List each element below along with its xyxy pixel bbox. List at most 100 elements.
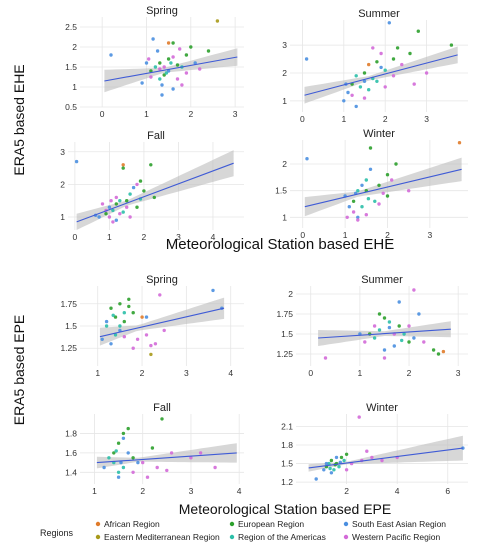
legend-swatch — [95, 534, 101, 540]
data-point — [121, 166, 125, 170]
data-point — [198, 451, 203, 455]
data-point — [111, 313, 115, 317]
data-point — [329, 458, 334, 463]
data-point — [379, 51, 383, 56]
data-point — [144, 315, 149, 319]
data-point — [395, 46, 400, 50]
data-point — [354, 104, 358, 109]
y-tick-label: 1.4 — [65, 467, 77, 477]
data-point — [116, 475, 121, 479]
x-tick-label: 1 — [144, 109, 149, 119]
data-point — [304, 57, 309, 61]
x-tick-label: 0 — [308, 368, 313, 378]
legend-item: South East Asian Region — [343, 519, 446, 529]
legend-item: Region of the Americas — [229, 532, 326, 542]
data-point — [211, 288, 215, 293]
y-tick-label: 1.5 — [275, 186, 287, 196]
data-point — [158, 61, 162, 65]
legend-label: European Region — [238, 519, 304, 529]
data-point — [116, 441, 121, 445]
x-tick-label: 2 — [140, 486, 145, 496]
data-point — [149, 163, 153, 167]
data-point — [391, 57, 396, 61]
panel-ehe-spring: Spring 0 1 2 3 0.5 1 1.5 2 2.5 — [65, 5, 244, 119]
data-point — [368, 146, 373, 150]
data-point — [431, 348, 436, 352]
data-point — [127, 297, 131, 301]
y-tick-label: 1.5 — [281, 329, 293, 339]
y-tick-label: 1.5 — [65, 321, 77, 331]
x-tick-label: 3 — [189, 486, 194, 496]
data-point — [128, 215, 132, 219]
y-tick-label: 2.5 — [65, 22, 77, 32]
data-point — [385, 194, 390, 198]
data-point — [324, 461, 329, 466]
data-point — [149, 69, 153, 73]
y-tick-label: 1.75 — [276, 309, 293, 319]
data-point — [131, 185, 136, 190]
data-point — [158, 77, 162, 81]
y-tick-label: 1.8 — [281, 440, 293, 450]
data-point — [449, 43, 454, 47]
regression-line — [99, 307, 225, 338]
y-tick-label: 3 — [282, 40, 287, 50]
data-point — [327, 461, 331, 466]
data-point — [104, 319, 109, 324]
data-point — [364, 178, 368, 182]
data-point — [171, 55, 175, 59]
data-point — [102, 465, 106, 470]
data-point — [140, 81, 144, 85]
x-tick-label: 1 — [92, 486, 97, 496]
data-point — [118, 324, 122, 328]
data-point — [166, 57, 171, 61]
y-tick-label: 1.2 — [281, 477, 293, 487]
data-point — [345, 215, 349, 219]
confidence-band — [104, 48, 238, 93]
data-point — [121, 465, 126, 470]
x-tick-label: 1 — [341, 114, 346, 124]
panel-epe-fall: Fall 1 2 3 4 1.4 1.6 1.8 — [65, 402, 244, 496]
data-point — [121, 436, 126, 440]
data-point — [160, 417, 164, 421]
panel-epe-summer: Summer 0 1 2 3 1.25 1.5 1.75 2 — [276, 274, 468, 378]
panel-title: Spring — [146, 5, 178, 17]
data-point — [350, 93, 354, 98]
data-point — [412, 288, 416, 292]
data-point — [121, 431, 126, 436]
x-tick-label: 4 — [237, 486, 242, 496]
data-point — [131, 456, 135, 460]
data-point — [424, 71, 429, 75]
data-point — [131, 311, 135, 315]
data-point — [160, 83, 164, 87]
data-point — [151, 37, 155, 41]
data-point — [332, 468, 336, 472]
data-point — [150, 446, 155, 450]
data-point — [351, 210, 356, 214]
y-tick-label: 1.75 — [60, 299, 77, 309]
legend-swatch — [229, 521, 235, 527]
data-point — [107, 456, 111, 460]
data-point — [138, 179, 143, 183]
data-point — [382, 356, 387, 360]
legend-label: Eastern Mediterranean Region — [104, 532, 220, 542]
data-point — [408, 51, 412, 56]
data-point — [334, 455, 339, 460]
legend-item: European Region — [229, 519, 304, 529]
y-tick-label: 1 — [72, 82, 77, 92]
y-tick-label: 1.5 — [65, 62, 77, 72]
data-point — [122, 311, 127, 315]
data-point — [373, 199, 377, 203]
data-point — [436, 352, 441, 356]
data-point — [357, 415, 361, 419]
data-point — [180, 83, 184, 87]
data-point — [141, 460, 145, 465]
data-point — [144, 333, 149, 337]
confidence-band — [304, 157, 462, 217]
x-tick-label: 4 — [211, 232, 216, 242]
data-point — [206, 49, 211, 53]
data-point — [125, 205, 129, 209]
data-point — [402, 332, 406, 336]
panel-title: Winter — [366, 402, 398, 414]
data-point — [323, 356, 328, 360]
data-point — [397, 324, 401, 328]
